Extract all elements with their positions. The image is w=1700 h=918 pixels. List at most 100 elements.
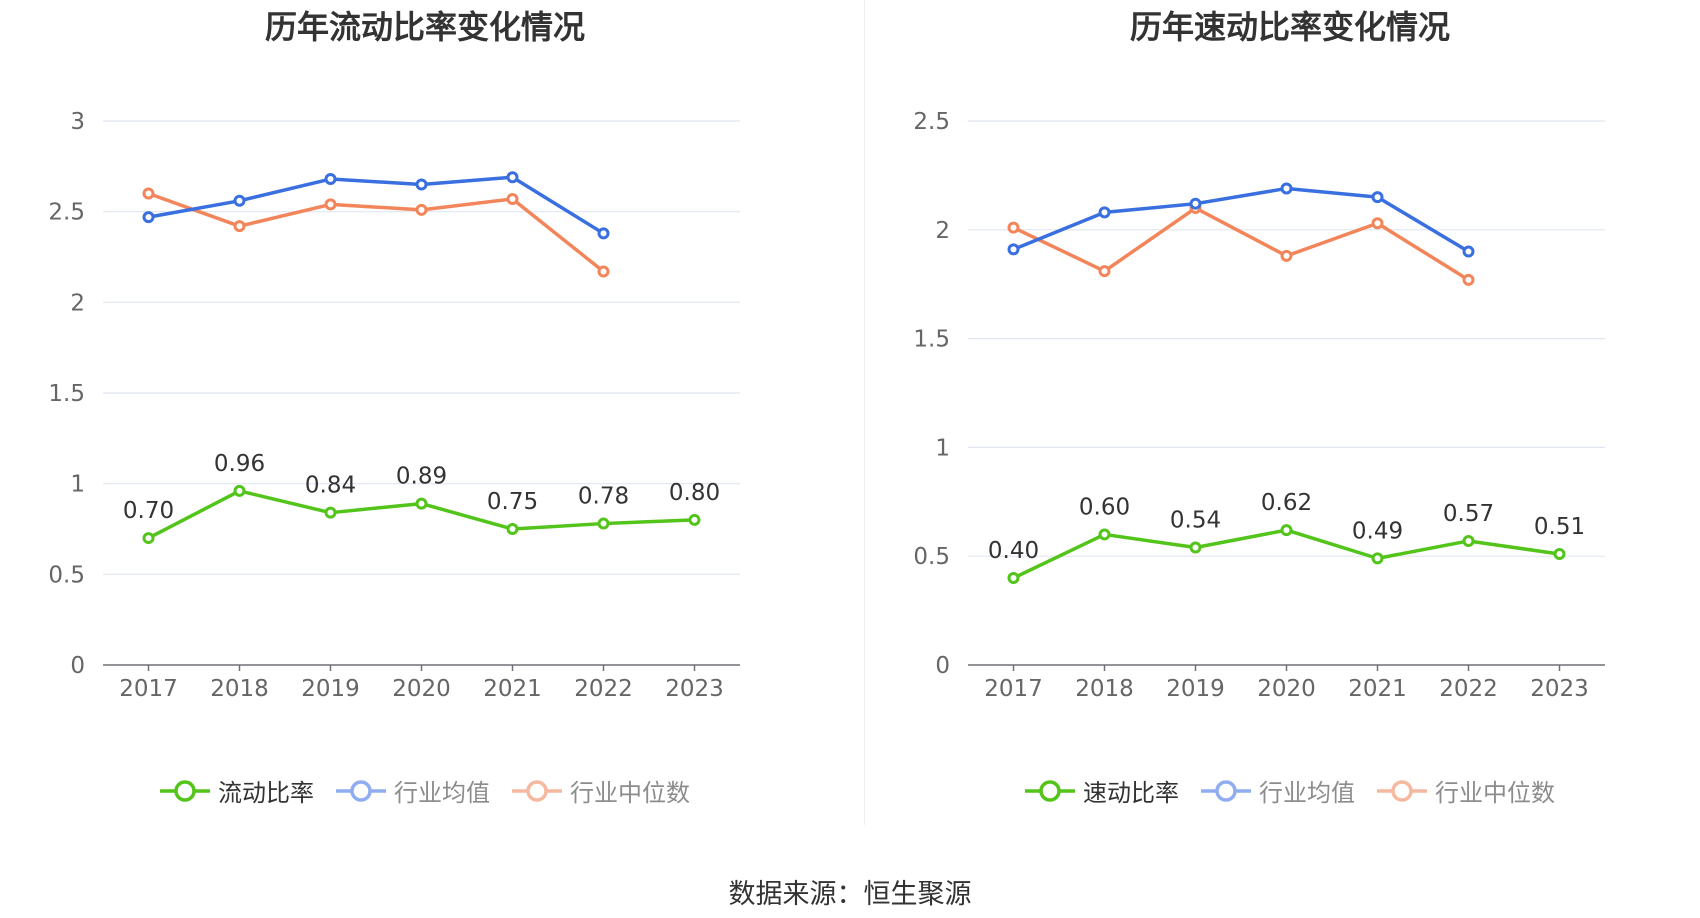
x-tick-label: 2017: [119, 676, 178, 702]
legend-label: 行业中位数: [1435, 779, 1555, 807]
legend-item[interactable]: 行业均值: [336, 773, 490, 808]
legend-item[interactable]: 行业中位数: [512, 773, 690, 808]
data-point: [597, 227, 610, 240]
y-tick-label: 0.5: [48, 562, 85, 588]
current-ratio-plot: 0 0.5 1 1.5 2 2.5 3 2017 2018 2019 2020 2021 2022 202…: [48, 109, 740, 702]
data-point: [1462, 245, 1475, 258]
panel-divider: [864, 0, 865, 825]
data-point: [1462, 534, 1475, 547]
data-label: 0.96: [214, 451, 265, 477]
data-label: 0.54: [1170, 507, 1221, 533]
data-point: [1098, 528, 1111, 541]
y-tick-label: 2.5: [913, 109, 950, 135]
y-tick-label: 0.5: [913, 544, 950, 570]
data-point: [415, 497, 428, 510]
data-point: [1189, 197, 1202, 210]
data-label: 0.75: [487, 489, 538, 515]
chart-title: 历年流动比率变化情况: [264, 8, 585, 46]
data-point: [142, 211, 155, 224]
data-point: [1462, 273, 1475, 286]
chart-legend: 速动比率 行业均值 行业中位数: [865, 773, 1700, 808]
data-point: [597, 517, 610, 530]
legend-swatch-dot: [1215, 779, 1237, 802]
series-line: [1012, 206, 1470, 282]
x-tick-label: 2022: [1439, 676, 1498, 702]
legend-swatch-dot: [174, 779, 196, 802]
data-label: 0.84: [305, 473, 356, 499]
data-point: [1189, 541, 1202, 554]
chart-title: 历年速动比率变化情况: [1129, 8, 1450, 46]
legend-swatch-dot: [1391, 779, 1413, 802]
legend-label: 行业均值: [1259, 779, 1355, 807]
legend-label: 行业中位数: [570, 779, 690, 807]
data-point: [506, 171, 519, 184]
data-point: [324, 173, 337, 186]
data-point: [1371, 191, 1384, 204]
series-line: [1012, 186, 1470, 254]
legend-line-icon: [1377, 779, 1427, 802]
data-point: [1007, 221, 1020, 234]
x-tick-label: 2020: [392, 676, 451, 702]
data-point: [1098, 265, 1111, 278]
data-label: 0.89: [396, 464, 447, 490]
x-tick-label: 2018: [1075, 676, 1134, 702]
x-tick-label: 2021: [1348, 676, 1407, 702]
legend-item[interactable]: 行业均值: [1201, 773, 1355, 808]
data-point: [1553, 548, 1566, 561]
data-point: [1371, 217, 1384, 230]
data-label: 0.70: [123, 498, 174, 524]
data-label: 0.49: [1352, 518, 1403, 544]
data-point: [142, 532, 155, 545]
legend-label: 行业均值: [394, 779, 490, 807]
y-tick-label: 0: [70, 653, 85, 679]
x-tick-label: 2019: [1166, 676, 1225, 702]
data-point: [1098, 206, 1111, 219]
data-point: [506, 523, 519, 535]
legend-line-icon: [1025, 779, 1075, 802]
legend-swatch-dot: [350, 779, 372, 802]
y-tick-label: 1: [70, 472, 85, 498]
x-tick-label: 2018: [210, 676, 269, 702]
data-point: [1007, 243, 1020, 256]
data-point: [324, 506, 337, 519]
y-tick-label: 0: [935, 653, 950, 679]
data-point: [1280, 182, 1293, 195]
data-label: 0.60: [1079, 494, 1130, 520]
y-tick-label: 2: [70, 290, 85, 316]
legend-item[interactable]: 流动比率: [160, 773, 314, 808]
data-label: 0.40: [988, 538, 1039, 564]
data-source-note: 数据来源：恒生聚源: [728, 879, 972, 910]
legend-line-icon: [336, 779, 386, 802]
legend-swatch-dot: [1039, 779, 1061, 802]
x-tick-label: 2019: [301, 676, 360, 702]
y-tick-label: 1: [935, 435, 950, 461]
legend-swatch-dot: [526, 779, 548, 802]
current-ratio-chart: 历年流动比率变化情况 0 0.5 1 1.5 2 2.5 3 2017 2018 2019 2020…: [0, 0, 850, 830]
data-label: 0.57: [1443, 501, 1494, 527]
data-point: [1371, 552, 1384, 565]
data-point: [233, 220, 246, 233]
data-point: [233, 484, 246, 497]
x-tick-label: 2017: [984, 676, 1043, 702]
x-tick-label: 2023: [1530, 676, 1589, 702]
data-label: 0.51: [1534, 514, 1585, 540]
data-point: [597, 265, 610, 278]
x-tick-label: 2022: [574, 676, 633, 702]
data-point: [1280, 524, 1293, 537]
data-point: [142, 187, 155, 200]
data-label: 0.62: [1261, 490, 1312, 516]
legend-item[interactable]: 速动比率: [1025, 773, 1179, 808]
legend-label: 流动比率: [218, 779, 314, 807]
series-line: [147, 191, 605, 273]
x-tick-label: 2023: [665, 676, 724, 702]
legend-line-icon: [512, 779, 562, 802]
data-point: [415, 178, 428, 191]
legend-label: 速动比率: [1083, 779, 1179, 807]
data-point: [688, 513, 701, 526]
data-point: [506, 192, 519, 205]
y-tick-label: 1.5: [48, 381, 85, 407]
x-tick-label: 2020: [1257, 676, 1316, 702]
legend-item[interactable]: 行业中位数: [1377, 773, 1555, 808]
y-tick-label: 2: [935, 218, 950, 244]
